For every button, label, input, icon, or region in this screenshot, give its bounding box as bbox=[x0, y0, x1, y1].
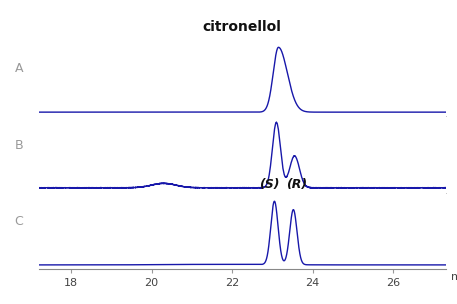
Text: C: C bbox=[15, 215, 23, 228]
Text: A: A bbox=[15, 62, 23, 75]
Text: min: min bbox=[451, 272, 457, 282]
Text: citronellol: citronellol bbox=[203, 20, 282, 34]
Text: (R): (R) bbox=[286, 178, 307, 191]
Text: B: B bbox=[15, 139, 23, 152]
Text: (S): (S) bbox=[259, 178, 280, 191]
